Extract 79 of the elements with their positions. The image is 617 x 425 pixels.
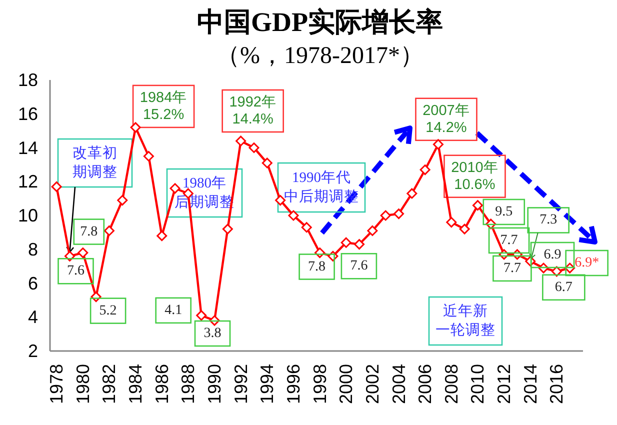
x-tick-label: 1994: [257, 364, 278, 404]
annotation: 近年新一轮调整: [436, 302, 496, 338]
x-tick-label: 2016: [546, 364, 567, 404]
annotation: 改革初期调整: [72, 144, 118, 180]
point: [432, 139, 444, 150]
point: [143, 150, 154, 162]
point: [51, 181, 62, 192]
point: [236, 136, 246, 146]
annotation: 2007年 14.2%: [422, 102, 470, 136]
data-label: 7.6: [350, 258, 368, 274]
data-label: 7.7: [503, 260, 521, 276]
point: [420, 164, 430, 176]
point: [459, 224, 470, 234]
data-label: 5.2: [99, 303, 117, 318]
point: [275, 195, 286, 206]
data-label: 7.7: [500, 232, 518, 248]
y-tick-label: 10: [18, 206, 38, 226]
annotation: 1984年 15.2%: [140, 88, 188, 123]
point: [196, 310, 207, 321]
point: [367, 225, 378, 236]
data-label: 6.7: [554, 280, 572, 295]
point: [301, 222, 312, 233]
x-tick-label: 1992: [230, 364, 251, 404]
y-tick-label: 6: [28, 273, 38, 294]
point: [104, 225, 114, 236]
y-tick-label: 12: [18, 172, 38, 192]
data-label: 6.9: [544, 248, 562, 263]
x-tick-label: 2012: [494, 364, 514, 404]
x-tick-label: 1986: [152, 364, 172, 404]
x-tick-label: 1996: [283, 364, 304, 404]
annotation: 1990年代中后期调整: [284, 169, 359, 205]
y-tick-label: 14: [18, 138, 38, 158]
x-tick-label: 1980: [72, 364, 93, 404]
x-tick-label: 1998: [310, 364, 330, 404]
point: [248, 142, 260, 153]
point: [394, 208, 404, 220]
point: [472, 200, 483, 211]
point: [340, 237, 352, 248]
annotation: 1992年 14.4%: [229, 93, 276, 128]
chart-title: 中国GDP实际增长率: [197, 7, 443, 37]
x-tick-label: 1978: [46, 364, 67, 404]
data-label: 4.1: [164, 302, 182, 318]
y-tick-label: 2: [28, 341, 38, 361]
point: [170, 183, 180, 194]
point: [78, 248, 88, 258]
x-tick-label: 2008: [441, 364, 462, 404]
data-label: 6.9*: [574, 256, 600, 271]
x-tick-label: 1990: [204, 364, 225, 404]
data-label: 7.6: [66, 264, 84, 279]
data-label: 7.8: [308, 259, 326, 274]
point: [156, 230, 168, 242]
x-tick-label: 2000: [336, 364, 356, 404]
point: [130, 122, 141, 133]
x-tick-label: 2006: [415, 364, 436, 404]
point: [380, 210, 391, 221]
data-label: 9.5: [495, 204, 513, 220]
point: [222, 224, 233, 234]
point: [288, 210, 299, 221]
y-tick-label: 18: [18, 70, 38, 90]
y-tick-label: 4: [28, 307, 38, 328]
point: [117, 195, 128, 206]
chart-subtitle: （%，1978-2017*）: [216, 43, 424, 69]
point: [354, 239, 365, 250]
x-tick-label: 1988: [178, 364, 198, 404]
x-tick-label: 2004: [388, 364, 409, 404]
x-tick-label: 2010: [468, 364, 488, 404]
data-label: 7.8: [80, 224, 98, 240]
point: [446, 217, 457, 228]
x-tick-label: 2002: [362, 364, 382, 404]
x-tick-label: 1984: [126, 364, 146, 404]
point: [262, 158, 272, 168]
point: [406, 188, 418, 199]
x-tick-label: 1982: [99, 364, 120, 404]
data-label: 3.8: [204, 326, 222, 342]
annotation: 2010年 10.6%: [451, 158, 498, 193]
y-tick-label: 16: [18, 104, 38, 124]
data-label: 7.3: [540, 212, 558, 228]
y-tick-label: 8: [28, 239, 38, 260]
x-tick-label: 2014: [520, 364, 540, 404]
